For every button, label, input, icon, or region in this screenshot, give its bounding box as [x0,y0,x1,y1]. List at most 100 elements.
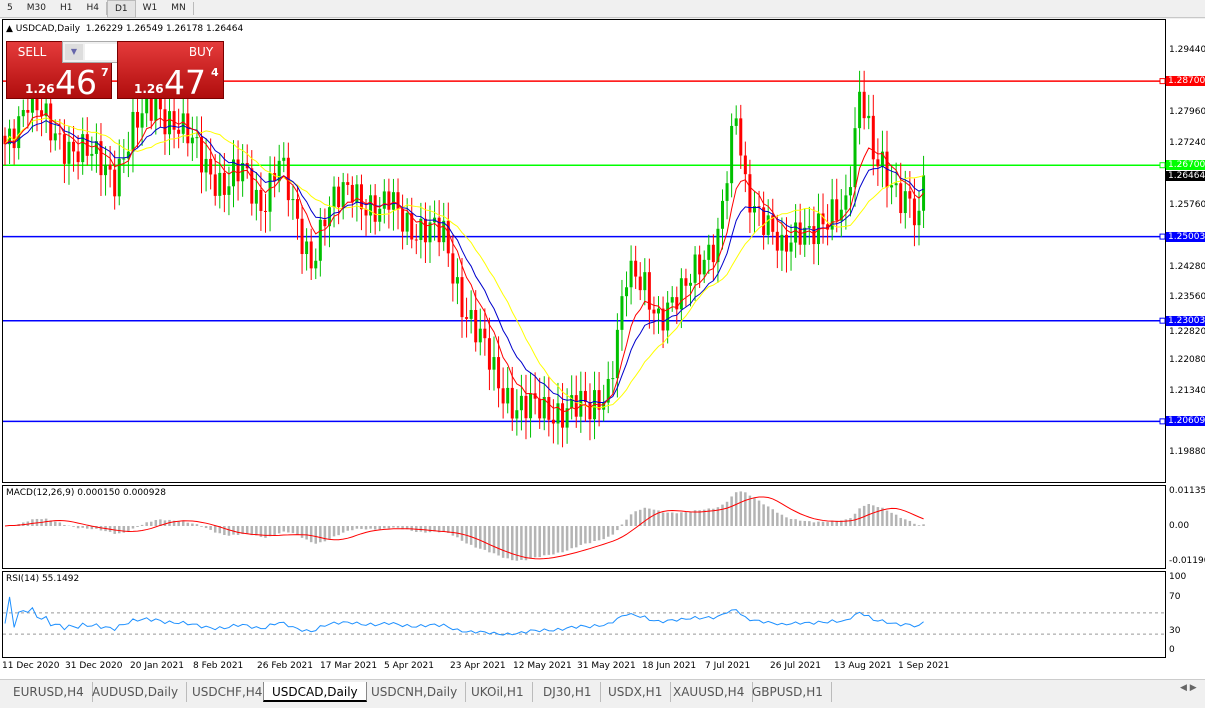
candle-body [862,91,866,119]
date-axis-label: 23 Apr 2021 [450,661,506,671]
candle-body [689,282,692,286]
candle-body [341,182,345,208]
tab-xauusd-h4[interactable]: XAUUSD,H4 [665,682,754,702]
timeframe-m30[interactable]: M30 [26,3,46,13]
tab-usdcad-daily[interactable]: USDCAD,Daily [263,682,367,702]
tab-gbpusd-h1[interactable]: GBPUSD,H1 [744,682,832,702]
candle-body [108,164,112,170]
candle-body [140,113,144,128]
candle-body [551,419,555,424]
buy-price-sup: 4 [211,66,219,79]
ma-slow-line [4,117,924,409]
tab-dj30-h1[interactable]: DJ30,H1 [535,682,601,702]
candle-body [679,278,683,310]
rsi-line [4,596,924,636]
buy-button[interactable]: BUY 1.26 47 4 [117,41,224,99]
candle-body [21,109,25,117]
macd-pane[interactable] [2,485,1166,569]
candle-body [734,118,738,126]
candle-body [529,393,533,419]
candle-body [606,378,610,403]
candle-body [455,277,459,284]
candle-body [615,329,619,379]
candle-body [784,234,788,252]
tab-usdcnh-daily[interactable]: USDCNH,Daily [363,682,467,702]
candle-body [414,239,418,241]
candle-body [583,390,587,403]
candle-body [593,390,597,420]
candle-body [369,195,373,216]
timeframe-h1[interactable]: H1 [59,3,73,13]
chart-window[interactable]: ▲ USDCAD,Daily 1.26229 1.26549 1.26178 1… [0,19,1205,679]
candle-body [437,217,441,243]
rsi-axis-label: 30 [1169,626,1181,636]
timeframe-mn[interactable]: MN [171,3,186,13]
candle-body [350,184,354,203]
sell-button[interactable]: SELL 1.26 46 7 [6,41,112,99]
date-axis-label: 7 Jul 2021 [705,661,751,671]
tab-scroll-arrows[interactable]: ◀ ▶ [1180,683,1197,693]
candle-body [241,162,245,182]
candle-body [625,287,629,297]
candle-body [752,206,756,213]
candle-body [378,208,382,222]
sell-price-sup: 7 [101,66,109,79]
candle-body [387,191,391,210]
candle-body [72,141,76,152]
candle-body [561,403,565,428]
candle-body [305,241,309,255]
candle-body [524,395,528,419]
price-axis-label: 1.19880 [1169,447,1205,458]
tab-eurusd-h4[interactable]: EURUSD,H4 [5,682,93,702]
candle-body [218,172,222,196]
rsi-pane[interactable] [2,571,1166,658]
candle-body [794,222,798,243]
candle-body [300,218,304,255]
macd-axis-label: 0.00 [1169,521,1190,531]
candle-body [821,213,825,225]
candle-body [912,198,916,226]
tab-usdx-h1[interactable]: USDX,H1 [600,682,672,702]
date-axis-label: 17 Mar 2021 [320,661,378,671]
timeframe-w1[interactable]: W1 [142,3,158,13]
date-axis-label: 13 Aug 2021 [834,661,892,671]
level-price-tag: 1.23003 [1166,315,1205,326]
candle-body [355,184,359,203]
divider [105,2,107,15]
tab-ukoil-h1[interactable]: UKOil,H1 [463,682,533,702]
candle-body [332,186,336,208]
candle-body [666,302,670,331]
chart-title: ▲ USDCAD,Daily 1.26229 1.26549 1.26178 1… [6,24,244,34]
candle-body [506,387,510,404]
candle-body [876,159,880,167]
chart-canvas[interactable] [0,19,1205,679]
candle-body [611,378,615,380]
candle-body [222,172,226,195]
candle-body [323,219,327,227]
candle-body [268,173,272,212]
candle-body [291,199,295,201]
timeframe-5[interactable]: 5 [7,3,13,13]
level-handle [1159,78,1166,85]
volume-decrease-button[interactable]: ▼ [65,44,83,60]
price-axis-label: 1.27960 [1169,107,1205,118]
candle-body [908,191,912,199]
price-axis-label: 1.27240 [1169,137,1205,148]
candle-body [574,395,578,417]
tab-audusd-daily[interactable]: AUDUSD,Daily [84,682,188,702]
tab-usdchf-h4[interactable]: USDCHF,H4 [184,682,272,702]
timeframe-h4[interactable]: H4 [86,3,99,13]
candle-body [99,141,103,176]
price-axis-label: 1.21340 [1169,385,1205,396]
candle-body [533,393,537,399]
divider [192,2,194,15]
candle-body [122,158,126,160]
timeframe-d1[interactable]: D1 [106,0,136,18]
candle-body [698,254,702,275]
date-axis-label: 20 Jan 2021 [130,661,184,671]
candle-body [844,195,848,210]
candle-body [26,109,30,113]
candle-body [168,111,172,135]
candle-body [487,338,491,370]
macd-label: MACD(12,26,9) 0.000150 0.000928 [6,488,166,498]
